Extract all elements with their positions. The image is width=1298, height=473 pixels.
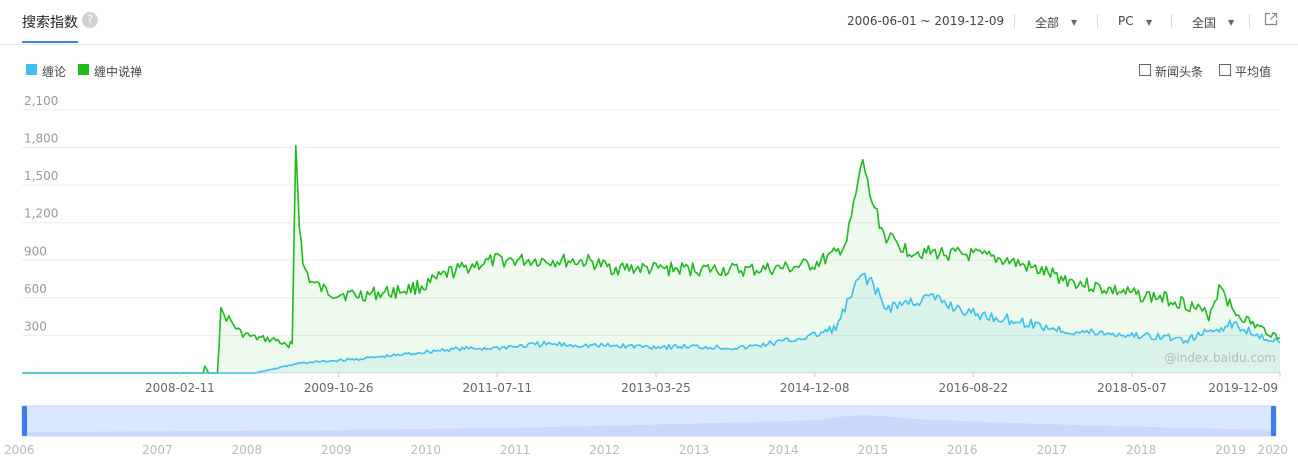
news-headline-checkbox[interactable]: [1139, 64, 1151, 76]
timeline-year-label: 2007: [142, 443, 173, 457]
legend-label-chanzhongshuochan[interactable]: 缠中说禅: [94, 65, 143, 79]
timeline-slider[interactable]: [21, 405, 1277, 437]
date-range-picker[interactable]: 2006-06-01 ~ 2019-12-09: [847, 14, 1005, 28]
x-tick-label: 2008-02-11: [145, 381, 215, 395]
timeline-year-label: 2012: [589, 443, 620, 457]
y-tick-label: 600: [24, 282, 47, 296]
x-tick-label: 2016-08-22: [938, 381, 1008, 395]
caret-down-icon[interactable]: ▼: [1228, 18, 1235, 27]
question-icon[interactable]: ?: [82, 12, 98, 28]
timeline-mini-area: [22, 415, 1276, 436]
series-areas: [22, 145, 1280, 373]
timeline-left-handle: [22, 406, 27, 436]
average-label[interactable]: 平均值: [1235, 65, 1272, 79]
news-headline-label[interactable]: 新闻头条: [1155, 65, 1204, 79]
divider: [1171, 14, 1172, 28]
source-filter-dropdown[interactable]: 全部: [1035, 16, 1060, 30]
timeline-range: [21, 405, 1277, 437]
divider: [1097, 14, 1098, 28]
divider: [1014, 14, 1015, 28]
area-filter-dropdown[interactable]: 全国: [1192, 16, 1217, 30]
y-tick-label: 300: [24, 319, 47, 333]
timeline-year-label: 2019: [1215, 443, 1246, 457]
timeline-year-label: 2008: [232, 443, 263, 457]
watermark: @index.baidu.com: [1164, 351, 1276, 365]
x-tick-label: 2018-05-07: [1097, 381, 1167, 395]
timeline-year-label: 2011: [500, 443, 531, 457]
timeline-year-label: 2006: [4, 443, 35, 457]
series-area: [22, 273, 1280, 373]
external-link-icon[interactable]: [1264, 12, 1278, 26]
timeline-right-handle: [1271, 406, 1276, 436]
timeline-year-label: 2010: [410, 443, 441, 457]
timeline-year-label: 2017: [1036, 443, 1067, 457]
legend-swatch-chanzhongshuochan[interactable]: [78, 64, 89, 75]
y-tick-label: 2,100: [24, 94, 58, 108]
timeline-year-label: 2009: [321, 443, 352, 457]
y-tick-label: 900: [24, 244, 47, 258]
y-axis-ticks: 300 600 900 1,200 1,500 1,800 2,100: [24, 94, 58, 333]
timeline-year-label: 2016: [947, 443, 978, 457]
timeline-year-label: 2014: [768, 443, 799, 457]
device-filter-dropdown[interactable]: PC: [1118, 14, 1134, 28]
top-bar: 搜索指数 ? 2006-06-01 ~ 2019-12-09 全部 ▼ PC ▼…: [0, 0, 1298, 45]
series-lines: [22, 144, 1281, 374]
x-axis-ticks: 2008-02-11 2009-10-26 2011-07-11 2013-03-25…: [145, 373, 1281, 395]
timeline-year-label: 2013: [679, 443, 710, 457]
average-checkbox[interactable]: [1219, 64, 1231, 76]
y-tick-label: 1,500: [24, 169, 58, 183]
x-tick-label: 2011-07-11: [462, 381, 532, 395]
series-area: [22, 145, 1280, 373]
legend-label-chanlun[interactable]: 缠论: [42, 65, 67, 79]
caret-down-icon[interactable]: ▼: [1071, 18, 1078, 27]
y-tick-label: 1,800: [24, 132, 58, 146]
series-line: [22, 272, 1281, 374]
timeline-year-labels: 2006 2007 2008 2009 2010 2011 2012 2013 2014 2015…: [4, 443, 1288, 457]
y-tick-label: 1,200: [24, 207, 58, 221]
x-tick-label: 2019-12-09: [1208, 381, 1278, 395]
timeline-year-label: 2020: [1257, 443, 1288, 457]
x-tick-label: 2014-12-08: [780, 381, 850, 395]
x-tick-label: 2013-03-25: [621, 381, 691, 395]
page-title: 搜索指数: [22, 15, 78, 31]
grid-lines: [22, 109, 1280, 374]
timeline-year-label: 2015: [858, 443, 889, 457]
timeline-year-label: 2018: [1126, 443, 1157, 457]
series-line: [22, 144, 1281, 374]
x-tick-label: 2009-10-26: [304, 381, 374, 395]
active-tab-indicator: [22, 41, 78, 43]
divider: [1249, 14, 1250, 28]
legend-swatch-chanlun[interactable]: [26, 64, 37, 75]
caret-down-icon[interactable]: ▼: [1146, 18, 1153, 27]
